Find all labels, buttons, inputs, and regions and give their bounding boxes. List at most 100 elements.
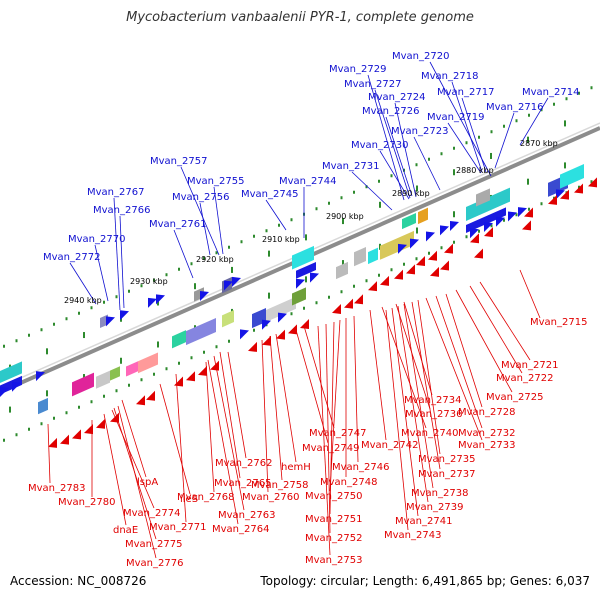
- bottom-gene-label: dnaE: [113, 525, 138, 536]
- gene-block: [96, 370, 110, 389]
- scale-dot: [515, 213, 518, 217]
- scale-tick: [268, 250, 270, 257]
- bottom-gene-label: ileS: [180, 494, 198, 505]
- top-gene-label: Mvan_2729: [329, 64, 386, 75]
- bottom-gene-label: Mvan_2768: [177, 492, 234, 503]
- bottom-gene-label: Mvan_2735: [418, 454, 475, 465]
- bottom-leader-line: [353, 315, 359, 463]
- scale-dot: [428, 157, 430, 161]
- scale-dot: [490, 130, 493, 134]
- scale-tick: [46, 390, 48, 397]
- scale-dot: [115, 389, 118, 393]
- bottom-leader-line: [395, 303, 431, 410]
- label-leader-lines: [47, 61, 549, 559]
- top-gene-label: Mvan_2723: [391, 126, 448, 137]
- bottom-gene-label: Mvan_2739: [406, 502, 463, 513]
- scale-dot: [190, 262, 193, 266]
- bottom-leader-line: [159, 383, 191, 495]
- top-leader-line: [199, 202, 211, 256]
- scale-tick: [305, 276, 307, 283]
- reverse-gene-arrow: [136, 395, 145, 406]
- reverse-gene-arrow: [174, 376, 183, 387]
- scale-tick: [453, 169, 455, 176]
- gene-block: [466, 187, 510, 221]
- reverse-gene-arrow: [440, 260, 449, 271]
- scale-dot: [253, 234, 255, 238]
- scale-dot: [165, 367, 168, 371]
- scale-dot: [365, 279, 368, 283]
- scale-dot: [265, 229, 268, 233]
- bottom-leader-line: [369, 309, 387, 441]
- bottom-gene-label: Mvan_2762: [215, 458, 272, 469]
- scale-dot: [215, 345, 218, 349]
- forward-gene-arrow: [410, 238, 419, 249]
- scale-dot: [15, 433, 18, 437]
- forward-gene-arrow: [450, 221, 459, 231]
- scale-dot: [228, 339, 230, 343]
- bottom-leader-line: [417, 299, 441, 455]
- scale-dot: [328, 201, 330, 205]
- scale-dot: [28, 427, 30, 431]
- reverse-gene-arrow: [428, 250, 437, 261]
- scale-tick: [157, 299, 159, 306]
- scale-dot: [315, 207, 318, 211]
- scale-dot: [178, 361, 180, 365]
- scale-dot: [15, 339, 18, 343]
- scale-label: 2880 kbp: [456, 166, 494, 175]
- forward-gene-arrow: [518, 207, 527, 218]
- scale-dot: [203, 256, 205, 260]
- bottom-leader-line: [329, 321, 335, 515]
- reverse-gene-arrow: [344, 298, 353, 309]
- bottom-gene-label: Mvan_2728: [458, 407, 515, 418]
- bottom-leader-line: [275, 333, 297, 463]
- top-leader-line: [265, 199, 287, 231]
- scale-dot: [390, 268, 393, 272]
- reverse-gene-arrow: [276, 329, 285, 340]
- top-gene-label: Mvan_2770: [68, 234, 125, 245]
- bottom-gene-label: Mvan_2746: [332, 462, 389, 473]
- bottom-gene-label: Mvan_2751: [305, 514, 362, 525]
- forward-gene-arrow: [262, 319, 271, 330]
- gene-block: [292, 287, 306, 306]
- forward-gene-arrow: [470, 228, 479, 239]
- scale-dot: [540, 202, 543, 206]
- bottom-gene-labels: Mvan_2715 Mvan_2721 Mvan_2722 Mvan_2725 Mvan…: [28, 317, 587, 569]
- top-gene-label: Mvan_2755: [187, 176, 244, 187]
- scale-dot: [3, 344, 5, 348]
- forward-gene-arrow: [0, 387, 9, 397]
- scale-dot: [353, 190, 355, 194]
- top-gene-label: Mvan_2766: [93, 205, 150, 216]
- top-leader-line: [451, 81, 483, 173]
- bottom-leader-line: [213, 355, 245, 511]
- reverse-gene-arrow: [574, 183, 583, 194]
- bottom-gene-label: lspA: [137, 477, 158, 488]
- top-leader-line: [519, 97, 549, 146]
- bottom-leader-line: [519, 269, 541, 319]
- reverse-gene-arrow: [198, 365, 207, 376]
- bottom-leader-line: [325, 323, 331, 534]
- scale-dot: [203, 350, 205, 354]
- reverse-gene-arrow: [560, 189, 569, 200]
- top-gene-label: Mvan_2718: [421, 71, 478, 82]
- bottom-gene-label: Mvan_2732: [458, 428, 515, 439]
- bottom-leader-line: [103, 413, 127, 526]
- bottom-leader-line: [261, 339, 269, 493]
- forward-gene-arrow: [148, 297, 157, 308]
- reverse-gene-arrow: [186, 371, 195, 382]
- scale-dot: [153, 372, 155, 376]
- gene-block: [72, 372, 94, 397]
- scale-dot: [28, 333, 30, 337]
- scale-dot: [78, 405, 80, 409]
- gene-block: [402, 212, 416, 230]
- reverse-gene-arrow: [288, 324, 297, 335]
- scale-dot: [490, 224, 493, 228]
- bottom-gene-label: Mvan_2752: [305, 533, 362, 544]
- scale-dot: [153, 278, 155, 282]
- top-gene-labels: Mvan_2720 Mvan_2729 Mvan_2727 Mvan_2718 Mvan…: [43, 51, 579, 263]
- scale-dot: [453, 240, 455, 244]
- bottom-gene-label: Mvan_2764: [212, 524, 269, 535]
- scale-label: 2920 kbp: [196, 255, 234, 264]
- top-leader-line: [494, 112, 515, 169]
- forward-gene-arrow: [224, 280, 233, 291]
